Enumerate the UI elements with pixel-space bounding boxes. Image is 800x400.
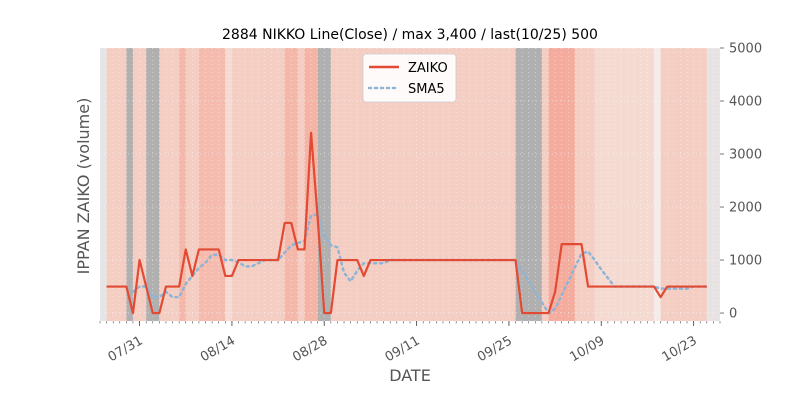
y-tick-label: 3000 [729,148,762,163]
series-layer [106,131,709,315]
y-tick-label: 1000 [729,254,762,269]
x-tick-label: 07/31 [106,333,146,365]
y-tick-labels: 0 1000 2000 3000 4000 5000 [720,42,762,322]
series-line-sma5 [131,213,709,315]
x-tick-labels: 07/31 08/14 08/28 09/11 09/25 10/09 10/23 [99,321,721,365]
background-band [179,48,186,321]
gridlines [99,47,721,321]
y-axis-label: IPPAN ZAIKO (volume) [74,98,93,275]
background-band [100,48,107,321]
y-tick-label: 4000 [729,95,762,110]
series-line-zaiko [106,131,707,315]
background-band [225,48,232,321]
x-tick-label: 08/28 [290,333,330,365]
chart-title: 2884 NIKKO Line(Close) / max 3,400 / las… [222,27,598,43]
background-band [654,48,661,321]
legend-label-zaiko: ZAIKO [408,61,448,76]
y-tick-label: 2000 [729,201,762,216]
x-tick-label: 09/25 [475,333,515,365]
x-tick-label: 09/11 [383,333,423,365]
legend: ZAIKO SMA5 [362,53,457,103]
x-tick-label: 08/14 [198,333,238,365]
legend-label-sma5: SMA5 [408,82,445,97]
y-tick-label: 5000 [729,42,762,57]
background-band [126,48,133,321]
x-tick-label: 10/23 [660,333,700,365]
x-tick-label: 10/09 [567,333,607,365]
x-axis-label: DATE [389,366,431,385]
y-tick-label: 0 [729,307,737,322]
background-band [594,48,655,321]
